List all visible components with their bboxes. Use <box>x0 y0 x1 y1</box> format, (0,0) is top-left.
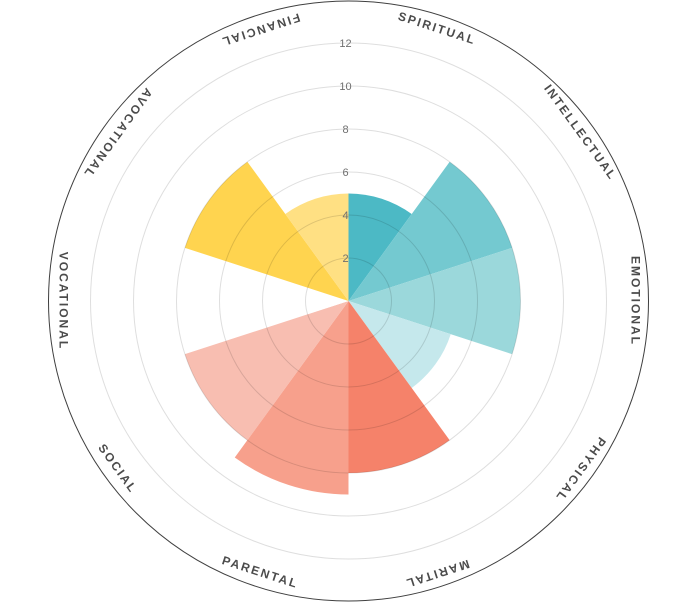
sector-parental <box>234 301 349 495</box>
grid-ring-2 <box>305 257 392 345</box>
sector-emotional <box>348 247 521 355</box>
tick-label-8: 8 <box>342 124 348 136</box>
sector-financial <box>285 193 349 301</box>
sector-marital <box>348 301 450 473</box>
category-label-social: SOCIAL <box>95 441 140 496</box>
grid-ring-10 <box>133 85 564 517</box>
sector-vocational <box>305 287 349 315</box>
grid-ring-6 <box>219 171 478 431</box>
tick-label-2: 2 <box>342 253 348 265</box>
sectors-group <box>184 161 521 495</box>
category-label-avocational: AVOCATIONAL <box>80 85 155 181</box>
category-label-physical: PHYSICAL <box>552 434 608 504</box>
category-label-financial: FINANCIAL <box>219 10 302 49</box>
outer-ring <box>48 0 649 602</box>
grid-ring-4 <box>262 214 435 388</box>
sector-spiritual <box>348 193 412 301</box>
category-label-parental: PARENTAL <box>220 553 300 591</box>
sector-social <box>184 301 349 441</box>
grid-ring-12 <box>90 42 607 560</box>
tick-label-4: 4 <box>342 210 348 222</box>
grid-group <box>90 42 607 560</box>
tick-label-10: 10 <box>339 81 351 93</box>
grid-ring-8 <box>176 128 521 474</box>
category-label-intellectual: INTELLECTUAL <box>541 82 620 183</box>
sector-physical <box>348 301 451 388</box>
tick-label-6: 6 <box>342 167 348 179</box>
ticks-group: 2 4 6 8 10 12 <box>339 38 351 265</box>
category-label-marital: MARITAL <box>403 557 471 591</box>
tick-label-12: 12 <box>339 38 351 50</box>
category-label-emotional: EMOTIONAL <box>628 256 642 346</box>
outer-ring-group <box>48 0 649 602</box>
category-label-vocational: VOCATIONAL <box>56 252 70 350</box>
sector-avocational <box>184 161 349 301</box>
sector-intellectual <box>348 161 513 301</box>
